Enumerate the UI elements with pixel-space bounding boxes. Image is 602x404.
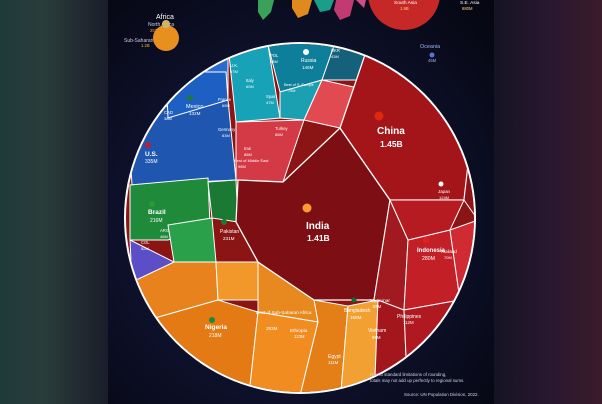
egypt-value: 111M [328, 360, 339, 365]
uk-value: 67M [230, 69, 238, 74]
india-name: India [306, 221, 330, 232]
arg-name: ARG [160, 228, 169, 233]
indonesia-name: Indonesia [417, 248, 446, 254]
col-value: 52M [141, 246, 149, 251]
nigeria-name: Nigeria [205, 324, 227, 331]
africa-label: Africa [156, 14, 174, 21]
france-name: France [218, 97, 232, 102]
egypt-name: Egypt [328, 354, 341, 360]
se-asia-label: S.E. Asia [460, 0, 480, 6]
best-me-value: 96M [238, 164, 246, 169]
vietnam-name: Vietnam [368, 328, 386, 334]
ethiopia-name: Ethiopia [290, 328, 308, 334]
philippines-name: Philippines [397, 314, 422, 320]
cad-name: CAD [164, 110, 173, 115]
ethiopia-value: 123M [294, 334, 305, 339]
china-name: China [377, 126, 405, 137]
brazil-value: 216M [150, 218, 163, 224]
us-name: U.S. [145, 151, 158, 158]
north-africa-label: North Africa [148, 22, 174, 28]
best-se-value: 74M [288, 89, 295, 93]
south-asia-value: 1.9B [400, 6, 409, 11]
pakistan-value: 231M [223, 236, 235, 241]
us-value: 335M [145, 159, 158, 165]
cell-labels: China 1.45B India 1.41B Indonesia 280M P… [141, 48, 457, 365]
turkey-name: Turkey [275, 126, 289, 131]
pakistan-name: Pakistan [220, 229, 239, 235]
germany-name: Germany [218, 127, 236, 132]
mexico-name: Mexico [186, 104, 203, 110]
best-me-name: Best of Middle East [234, 158, 269, 163]
germany-value: 83M [222, 133, 230, 138]
nigeria-value: 218M [209, 333, 222, 339]
population-voronoi-chart: North Africa 257M Sub-Saharan Africa 1.2… [124, 0, 480, 397]
col-name: COL [141, 240, 150, 245]
sub-saharan-label: Sub-Saharan Africa [124, 38, 168, 44]
top-region-labels: North Africa 257M Sub-Saharan Africa 1.2… [124, 0, 480, 63]
right-blurred-border [494, 0, 602, 404]
ukr-name: UKR [331, 48, 340, 53]
pol-name: POL [270, 53, 279, 58]
pol-value: 38M [270, 59, 278, 64]
south-asia-label: South Asia [394, 0, 417, 6]
bangladesh-value: 168M [350, 315, 362, 320]
cad-value: 38M [164, 116, 172, 121]
spain-value: 47M [266, 100, 274, 105]
india-value: 1.41B [307, 233, 330, 243]
philippines-value: 112M [403, 320, 414, 325]
vietnam-value: 98M [372, 335, 381, 340]
sub-saharan-value: 1.2B [141, 43, 150, 48]
oceania-value: 45M [428, 58, 437, 63]
se-asia-value: 680M [462, 6, 473, 11]
france-value: 65M [222, 103, 230, 108]
japan-value: 124M [439, 195, 449, 200]
bangladesh-name: Bangladesh [344, 308, 371, 314]
best-se-name: Best of S. Europe [284, 83, 314, 87]
africa-bubble [153, 25, 179, 51]
turkey-value: 86M [275, 132, 283, 137]
best-ssa-value: 393M [266, 326, 278, 331]
thailand-name: Thailand [440, 249, 457, 254]
italy-name: Italy [246, 78, 255, 83]
mexico-value: 132M [189, 111, 201, 116]
brazil-name: Brazil [148, 209, 166, 216]
japan-name: Japan [438, 189, 451, 194]
infographic-poster: North Africa 257M Sub-Saharan Africa 1.2… [108, 0, 494, 404]
myanmar-value: 55M [373, 304, 382, 309]
world-map-fragment [258, 0, 440, 30]
uk-name: U.K. [230, 63, 238, 68]
arg-value: 46M [160, 234, 168, 239]
source-text: Source: UN Population Division, 2022. [404, 392, 479, 397]
footnote-text: Due to standard limitations of rounding,… [370, 372, 464, 383]
flag-dots [145, 49, 444, 323]
china-value: 1.45B [380, 139, 403, 149]
oceania-bubble [429, 52, 435, 58]
thailand-value: 70M [444, 255, 452, 260]
iran-name: Iran [244, 146, 252, 151]
italy-value: 60M [246, 84, 254, 89]
iran-value: 86M [244, 152, 252, 157]
oceania-label: Oceania [420, 44, 440, 50]
spain-name: Spain [266, 94, 277, 99]
ukr-value: 43M [331, 54, 339, 59]
russia-value: 146M [302, 65, 314, 70]
indonesia-value: 280M [422, 256, 435, 262]
russia-name: Russia [301, 58, 317, 64]
myanmar-name: Myanmar [370, 298, 390, 304]
north-africa-bubble [162, 20, 170, 28]
left-blurred-border [0, 0, 108, 404]
best-ssa-name: Best of Sub-Saharan Africa [256, 310, 312, 315]
